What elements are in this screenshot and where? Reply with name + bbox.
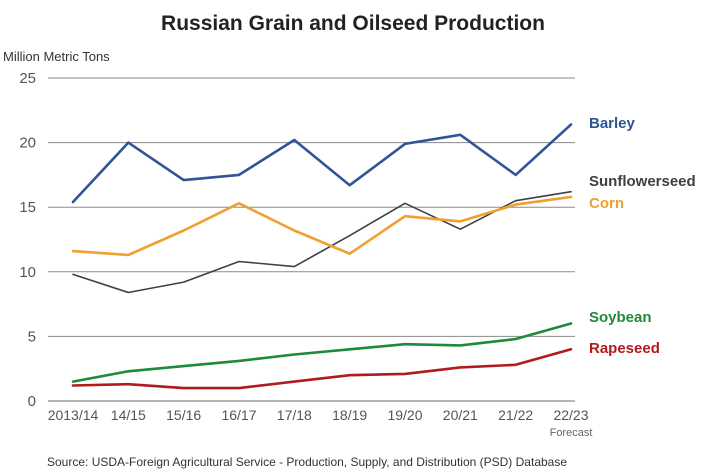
series-line-sunflowerseed bbox=[72, 190, 572, 294]
chart-title: Russian Grain and Oilseed Production bbox=[161, 12, 545, 35]
x-tick-label: 2013/14 bbox=[48, 407, 99, 423]
y-axis-label: Million Metric Tons bbox=[3, 49, 110, 64]
y-tick-label: 10 bbox=[19, 264, 36, 281]
y-tick-labels: 0 5 10 15 20 25 bbox=[19, 70, 36, 410]
legend-label-barley: Barley bbox=[589, 115, 636, 132]
series-line-soybean bbox=[71, 322, 573, 383]
x-tick-label: 19/20 bbox=[387, 407, 422, 423]
x-tick-label: 17/18 bbox=[277, 407, 312, 423]
x-tick-label: 15/16 bbox=[166, 407, 201, 423]
x-tick-label: 18/19 bbox=[332, 407, 367, 423]
forecast-note: Forecast bbox=[550, 427, 593, 439]
source-note: Source: USDA-Foreign Agricultural Servic… bbox=[47, 455, 567, 469]
x-tick-labels: 2013/14 14/15 15/16 16/17 17/18 18/19 19/20 20/… bbox=[48, 407, 589, 423]
y-tick-label: 0 bbox=[28, 393, 36, 410]
y-tick-label: 25 bbox=[19, 70, 36, 87]
series-line-rapeseed bbox=[71, 347, 573, 390]
legend-label-sunflowerseed: Sunflowerseed bbox=[589, 173, 696, 190]
legend-label-corn: Corn bbox=[589, 195, 624, 212]
y-tick-label: 20 bbox=[19, 135, 36, 152]
legend-label-soybean: Soybean bbox=[589, 309, 652, 326]
series-line-barley bbox=[71, 123, 573, 204]
series-layer bbox=[71, 123, 573, 390]
y-tick-label: 5 bbox=[28, 328, 36, 345]
legend-label-rapeseed: Rapeseed bbox=[589, 340, 660, 357]
x-tick-label: 21/22 bbox=[498, 407, 533, 423]
grid-layer bbox=[48, 77, 575, 402]
x-tick-label: 20/21 bbox=[443, 407, 478, 423]
x-tick-label: 22/23 bbox=[553, 407, 588, 423]
x-tick-label: 16/17 bbox=[221, 407, 256, 423]
series-line-corn bbox=[71, 195, 573, 257]
x-tick-label: 14/15 bbox=[111, 407, 146, 423]
y-tick-label: 15 bbox=[19, 199, 36, 216]
legend: Barley Sunflowerseed Corn Soybean Rapeseed bbox=[589, 115, 696, 357]
